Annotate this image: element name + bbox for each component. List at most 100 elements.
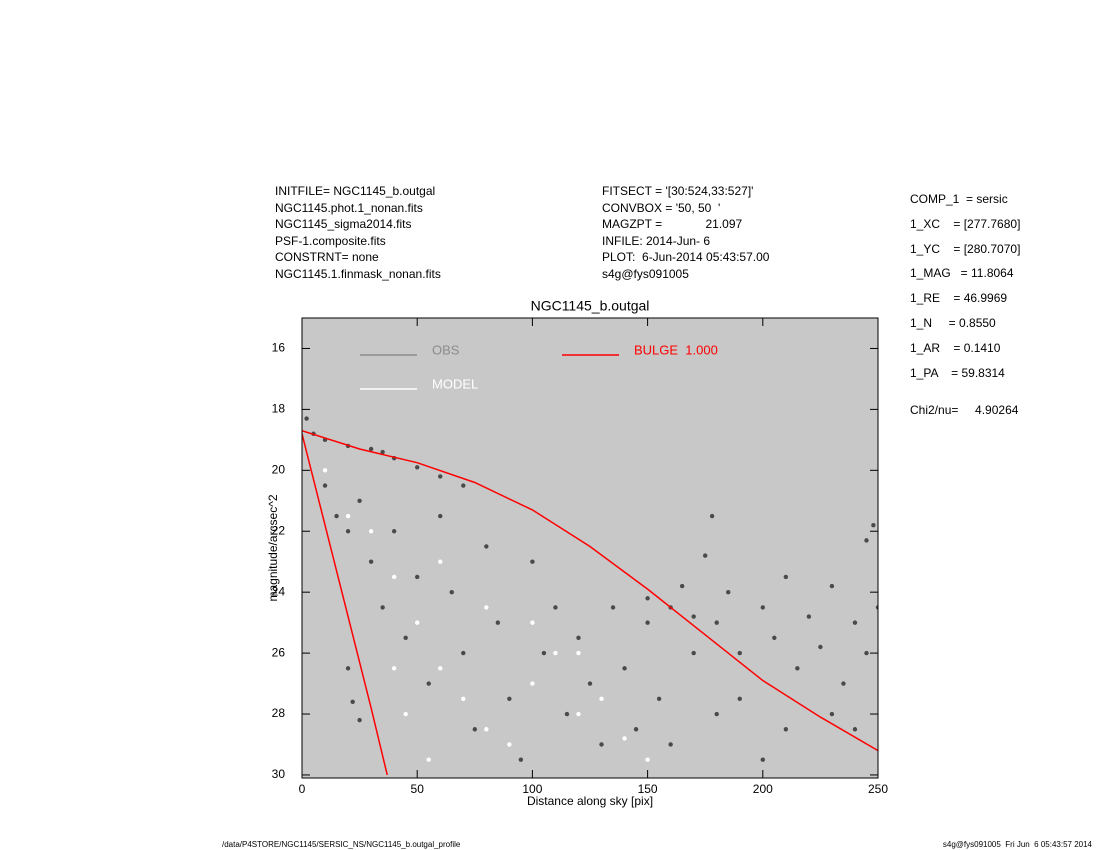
data-point [668, 742, 673, 747]
chi-square: Chi2/nu= 4.90264 [910, 403, 1019, 417]
component-param: 1_YC = [280.7070] [910, 241, 1021, 256]
data-point [391, 574, 397, 580]
data-point [415, 620, 420, 625]
data-point [368, 529, 374, 534]
data-point [576, 635, 581, 641]
header-left-line: PSF-1.composite.fits [275, 233, 386, 248]
plot-background [302, 318, 878, 778]
bulge-line [302, 430, 878, 752]
chart-title: NGC1145_b.outgal [531, 298, 650, 314]
y-tick-label: 28 [272, 706, 286, 720]
data-point [426, 757, 431, 762]
data-point [714, 711, 719, 717]
data-point [484, 544, 489, 549]
data-point [415, 465, 420, 470]
data-point [438, 666, 443, 671]
y-tick-label: 22 [272, 523, 286, 537]
data-point [345, 666, 351, 671]
x-tick-label: 0 [299, 782, 306, 796]
data-point [703, 553, 708, 558]
bulge-line [302, 433, 388, 776]
data-point [852, 727, 858, 732]
data-point [737, 650, 742, 656]
data-point [472, 727, 477, 732]
data-point [645, 620, 650, 625]
data-point [345, 529, 351, 534]
data-point [438, 559, 443, 564]
data-point [622, 736, 627, 741]
data-point [304, 416, 309, 421]
y-tick-label: 26 [272, 645, 286, 659]
data-point [679, 583, 685, 589]
data-point [403, 711, 408, 717]
data-point [709, 513, 715, 519]
data-point [852, 620, 858, 625]
y-axis-label: magnitude/arcsec^2 [266, 494, 280, 601]
data-point [553, 650, 558, 656]
data-point [345, 513, 351, 519]
x-tick-label: 200 [753, 782, 773, 796]
plot-frame [301, 317, 879, 779]
data-point [368, 446, 374, 452]
component-param: 1_PA = 59.8314 [910, 365, 1005, 380]
data-point [726, 589, 731, 595]
header-middle-line: MAGZPT = 21.097 [602, 217, 743, 232]
header-left-line: NGC1145.phot.1_nonan.fits [275, 200, 423, 215]
data-point [576, 650, 581, 656]
data-point [484, 605, 489, 610]
header-left-line: INITFILE= NGC1145_b.outgal [275, 184, 436, 198]
header-left-line: NGC1145.1.finmask_nonan.fits [275, 267, 441, 281]
data-point [461, 696, 466, 701]
header-left-line: CONSTRNT= none [275, 250, 379, 265]
data-point [391, 529, 397, 534]
data-point [541, 650, 547, 656]
data-point [322, 468, 328, 473]
x-axis-label: Distance along sky [pix] [527, 794, 653, 808]
data-point [368, 559, 374, 564]
data-point [334, 513, 339, 519]
header-middle-line: s4g@fys091005 [602, 267, 689, 281]
header-left-line: NGC1145_sigma2014.fits [275, 217, 412, 232]
footer-right: s4g@fys091005 Fri Jun 6 05:43:57 2014 [942, 840, 1092, 849]
data-point [530, 681, 535, 686]
data-point [760, 757, 765, 762]
data-point [829, 711, 835, 717]
legend-label: BULGE 1.000 [634, 342, 718, 357]
data-point [599, 696, 604, 701]
data-point [691, 614, 696, 619]
component-param: 1_XC = [277.7680] [910, 216, 1021, 231]
data-point [783, 574, 789, 580]
component-param: COMP_1 = sersic [910, 192, 1008, 206]
y-tick-label: 16 [272, 341, 286, 355]
data-point [645, 596, 650, 601]
data-point [380, 605, 385, 610]
data-point [806, 614, 812, 619]
data-point [438, 513, 443, 519]
data-point [495, 620, 501, 625]
data-point [518, 757, 524, 762]
data-point [656, 696, 662, 701]
component-param: 1_AR = 0.1410 [910, 340, 1001, 355]
data-point [587, 681, 593, 686]
data-point [864, 650, 869, 656]
y-tick-label: 18 [272, 402, 286, 416]
x-tick-label: 150 [638, 782, 658, 796]
data-point [818, 644, 823, 650]
data-point [783, 727, 789, 732]
y-tick-label: 24 [272, 584, 286, 598]
data-point [760, 605, 765, 610]
component-param: 1_N = 0.8550 [910, 316, 996, 330]
footer-left: /data/P4STORE/NGC1145/SERSIC_NS/NGC1145_… [222, 840, 461, 849]
y-tick-label: 30 [272, 767, 286, 781]
data-point [772, 635, 777, 641]
data-point [645, 757, 650, 762]
data-point [461, 483, 466, 488]
data-point [322, 483, 328, 488]
data-point [507, 696, 512, 701]
component-param: 1_RE = 46.9969 [910, 291, 1008, 306]
data-point [403, 635, 408, 641]
data-point [426, 681, 431, 686]
header-middle-line: FITSECT = '[30:524,33:527]' [602, 184, 754, 198]
data-point [530, 620, 535, 625]
